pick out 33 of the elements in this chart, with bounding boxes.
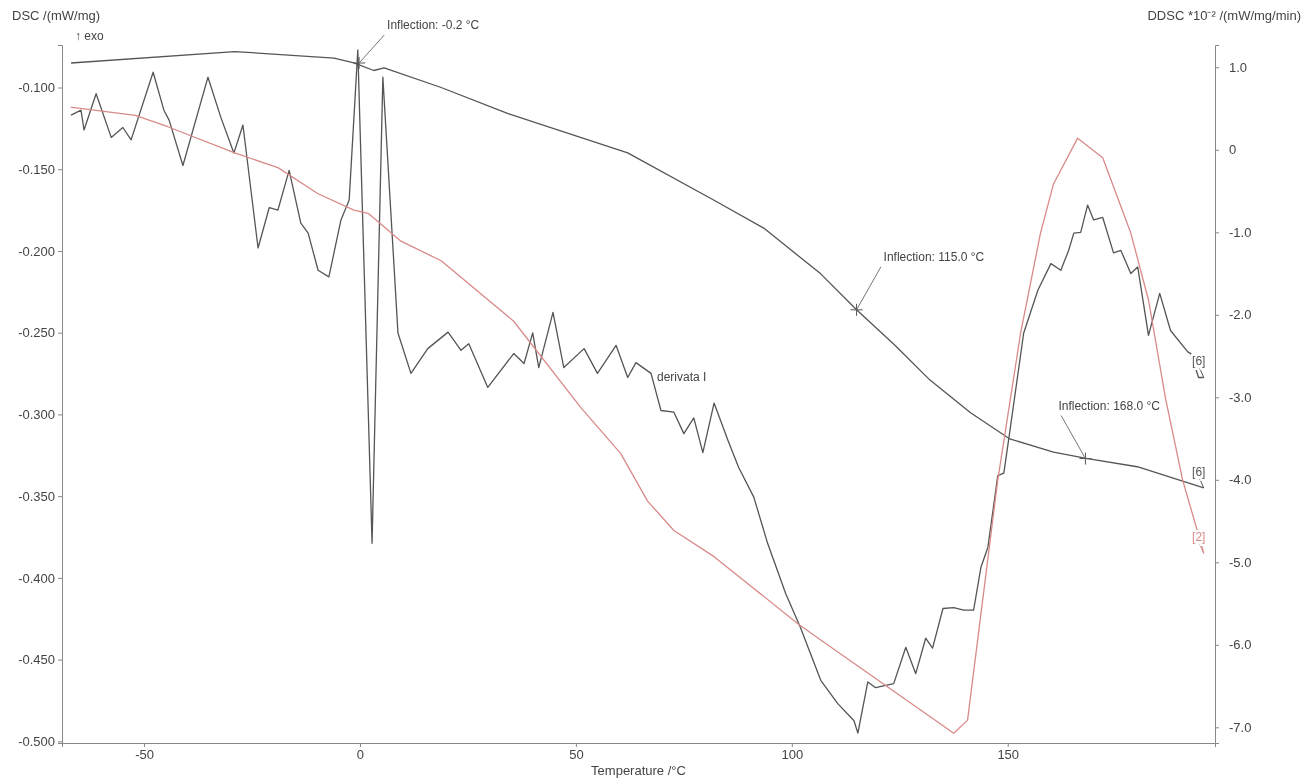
y-axis-title: DSC /(mW/mg)	[12, 8, 101, 23]
x-axis-title: Temperature /°C	[591, 763, 686, 778]
annotation: Inflection: 168.0 °C	[1058, 398, 1161, 413]
x-tick-label: 100	[781, 747, 804, 763]
y2-tick-label: -6.0	[1229, 637, 1252, 653]
y-tick-label: -0.500	[18, 734, 55, 750]
y2-tick-label: 0	[1229, 142, 1237, 158]
y-tick-label: -0.200	[18, 243, 55, 259]
text: ↑ exo	[75, 29, 105, 43]
series-label: [6]	[1192, 354, 1206, 369]
x-tick-label: 150	[997, 747, 1020, 763]
y2-tick-label: -5.0	[1229, 554, 1252, 570]
y-tick-label: -0.150	[18, 161, 55, 177]
series-label: [6]	[1192, 464, 1206, 479]
y-tick-label: -0.450	[18, 652, 55, 668]
y2-tick-label: -3.0	[1229, 389, 1252, 405]
annotation: Inflection: 115.0 °C	[883, 249, 985, 264]
x-tick-label: -50	[135, 747, 154, 763]
y2-tick-label: 1.0	[1229, 59, 1248, 75]
annotation: derivata I	[657, 370, 707, 384]
y-tick-label: -0.350	[18, 488, 55, 504]
y2-tick-label: -2.0	[1229, 307, 1252, 323]
y-tick-label: -0.300	[18, 407, 55, 423]
y-tick-label: -0.400	[18, 570, 55, 586]
x-tick-label: 0	[356, 747, 365, 763]
annotation: Inflection: -0.2 °C	[387, 17, 480, 32]
y2-axis-title: DDSC *10⁻² /(mW/mg/min)	[1147, 8, 1301, 23]
y-tick-label: -0.100	[18, 80, 55, 96]
y2-tick-label: -7.0	[1229, 719, 1252, 735]
y-tick-label: -0.250	[18, 325, 55, 341]
y2-tick-label: -4.0	[1229, 472, 1252, 488]
y2-tick-label: -1.0	[1229, 224, 1252, 240]
x-tick-label: 50	[569, 747, 584, 763]
